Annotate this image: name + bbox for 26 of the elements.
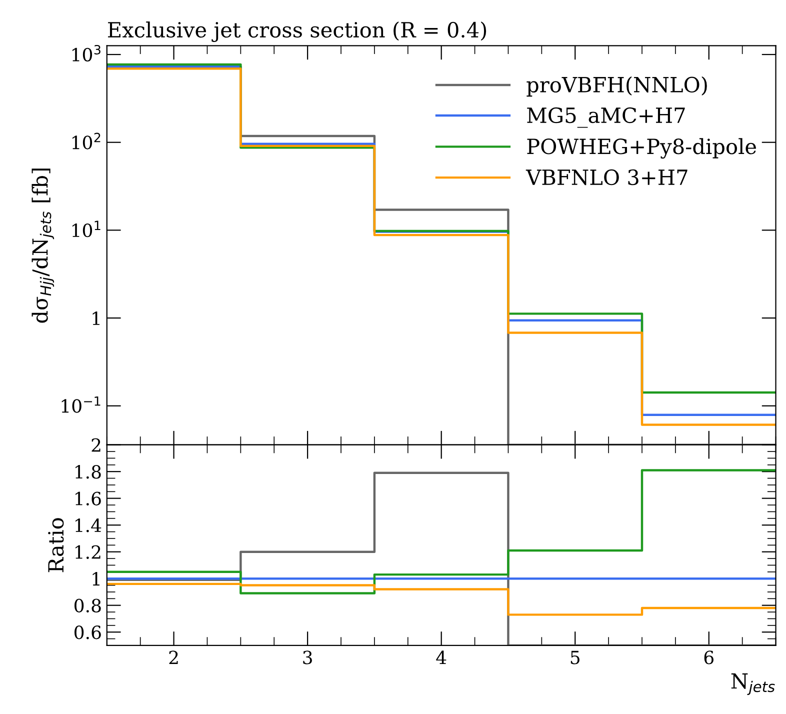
y-tick-label: 10$^{2}$ (72, 132, 100, 150)
y-tick-label: 0.6 (74, 626, 101, 640)
x-tick-label: 2 (169, 650, 178, 664)
legend-label: MG5_aMC+H7 (527, 107, 685, 128)
y-tick-label: 1.8 (76, 465, 101, 479)
x-tick-label: 5 (570, 650, 580, 664)
legend-label: POWHEG+Py8-dipole (527, 138, 756, 159)
y-tick-label: 0.8 (74, 598, 101, 612)
legend-label: proVBFH(NNLO) (526, 76, 707, 97)
y-tick-label: 1 (92, 572, 100, 586)
y-axis-title: dσ$_{Hjj}$/dN$_{jets}$ [fb] (32, 168, 54, 323)
x-tick-label: 3 (303, 650, 312, 664)
y-tick-label: 10$^{1}$ (72, 220, 100, 238)
chart-title: Exclusive jet cross section (R = 0.4) (108, 22, 486, 42)
x-tick-label: 6 (704, 650, 714, 664)
y-tick-label: 10$^{−1}$ (62, 396, 100, 413)
y-tick-label: 1.4 (76, 518, 102, 532)
y-tick-label: 1.6 (76, 492, 101, 506)
y-tick-label: 2 (92, 438, 100, 452)
y-tick-label: 10$^{3}$ (72, 44, 100, 62)
legend-label: VBFNLO 3+H7 (526, 169, 688, 186)
x-tick-label: 4 (436, 650, 446, 664)
x-axis-title: N$_{jets}$ (731, 673, 775, 695)
y-tick-label: 1.2 (76, 545, 100, 559)
y-axis-title: Ratio (48, 518, 64, 572)
y-tick-label: 1 (92, 311, 100, 325)
